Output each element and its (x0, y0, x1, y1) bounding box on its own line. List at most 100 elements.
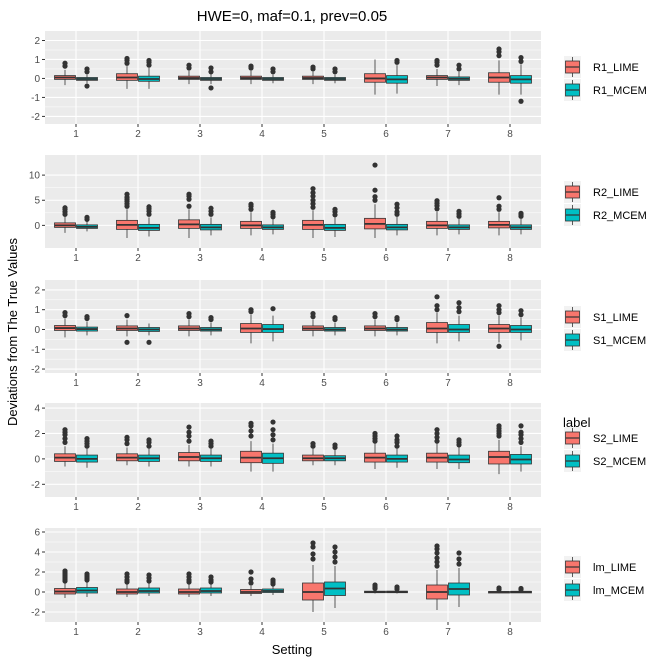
box-s1-lime-setting-7 (426, 294, 448, 344)
legend-label-r2-lime: R2_LIME (593, 187, 639, 199)
x-axis-title: Setting (272, 642, 312, 657)
y-tick-label: 4 (34, 404, 40, 415)
y-tick-label: 10 (29, 171, 41, 182)
outlier-point (518, 429, 524, 435)
y-tick-label: -1 (31, 345, 40, 356)
x-tick-label: 1 (73, 129, 79, 140)
legend-label-r2-mcem: R2_MCEM (593, 210, 647, 222)
outlier-point (62, 60, 68, 66)
box-s1-mcem-setting-2 (138, 323, 160, 345)
box-s2-mcem-setting-8 (510, 423, 532, 472)
box-r1-mcem-setting-1 (76, 66, 98, 89)
box-s2-mcem-setting-1 (76, 435, 98, 468)
x-tick-label: 4 (259, 502, 265, 513)
box-s1-lime-setting-8 (488, 303, 510, 349)
outlier-point (434, 555, 440, 561)
box-lm-lime-setting-5 (302, 540, 324, 612)
x-tick-label: 3 (197, 378, 203, 389)
y-tick-label: 1 (34, 55, 40, 66)
x-tick-label: 4 (259, 378, 265, 389)
outlier-point (394, 209, 400, 215)
outlier-point (434, 434, 440, 440)
y-tick-label: 2 (34, 568, 40, 579)
outlier-point (456, 62, 462, 68)
outlier-point (496, 423, 502, 429)
box-r2-mcem-setting-4 (262, 209, 284, 235)
box-r2-mcem-setting-1 (76, 214, 98, 232)
box-s1-lime-setting-1 (54, 310, 76, 338)
box-r2-lime-setting-3 (178, 191, 200, 238)
outlier-point (62, 568, 68, 574)
box-s2-mcem-setting-6 (386, 433, 408, 468)
outlier-point (310, 197, 316, 203)
box-s2-lime-setting-2 (116, 434, 138, 466)
outlier-point (84, 571, 90, 577)
outlier-point (124, 191, 130, 197)
legend-lm: lm_LIME lm_MCEM (564, 556, 644, 601)
outlier-point (518, 210, 524, 216)
x-tick-label: 5 (321, 129, 327, 140)
outlier-point (496, 343, 502, 349)
box-r1-mcem-setting-5 (324, 66, 346, 84)
y-axis-title: Deviations from The True Values (5, 237, 20, 426)
box-lm-lime-setting-6 (364, 582, 386, 594)
outlier-point (248, 63, 254, 69)
outlier-point (310, 190, 316, 196)
outlier-point (84, 435, 90, 442)
box-s2-lime-setting-4 (240, 420, 262, 472)
box-lm-lime-setting-1 (54, 568, 76, 598)
x-tick-label: 2 (135, 129, 141, 140)
legend-r2: R2_LIME R2_MCEM (564, 181, 647, 226)
outlier-point (310, 441, 316, 447)
outlier-point (208, 69, 214, 75)
panel-s2: -2 0 2 4 1 2 3 4 5 6 7 8 (31, 403, 541, 513)
box-iqr (448, 324, 470, 333)
box-r2-lime-setting-2 (116, 191, 138, 238)
box-lm-mcem-setting-8 (510, 585, 532, 594)
box-s1-mcem-setting-5 (324, 314, 346, 336)
y-tick-label: -2 (31, 608, 40, 619)
box-s1-mcem-setting-8 (510, 308, 532, 341)
y-tick-label: -2 (31, 480, 40, 491)
outlier-point (394, 57, 400, 64)
outlier-point (372, 311, 378, 317)
outlier-point (186, 429, 192, 435)
outlier-point (434, 550, 440, 556)
outlier-point (270, 577, 276, 583)
box-s1-lime-setting-6 (364, 311, 386, 337)
legends: R1_LIME R1_MCEM R2_LIME R2_MCEM S1_LIME S1_MC… (563, 56, 647, 601)
panel-s1: -2 -1 0 1 2 1 2 3 4 5 6 7 8 (31, 280, 541, 389)
box-r1-mcem-setting-4 (262, 66, 284, 84)
outlier-point (332, 206, 338, 212)
box-lm-lime-setting-8 (488, 585, 510, 594)
outlier-point (62, 205, 68, 211)
x-tick-label: 8 (507, 627, 513, 638)
outlier-point (332, 549, 338, 555)
box-s2-mcem-setting-2 (138, 437, 160, 467)
outlier-point (434, 438, 440, 444)
y-tick-label: 6 (34, 528, 40, 539)
outlier-point (62, 310, 68, 316)
x-tick-label: 6 (383, 253, 389, 264)
box-s2-lime-setting-3 (178, 424, 200, 467)
box-r1-mcem-setting-2 (138, 57, 160, 89)
x-tick-label: 8 (507, 502, 513, 513)
outlier-point (394, 433, 400, 439)
panel-r2: 0 5 10 1 2 3 4 5 6 7 8 (29, 155, 541, 264)
outlier-point (124, 441, 130, 447)
box-r1-lime-setting-6 (364, 59, 386, 95)
outlier-point (456, 208, 462, 214)
box-r1-lime-setting-3 (178, 62, 200, 85)
outlier-point (84, 314, 90, 320)
outlier-point (146, 443, 152, 449)
x-tick-label: 7 (445, 253, 451, 264)
y-tick-label: 0 (34, 454, 40, 465)
panel-lm: -2 0 2 4 6 1 2 3 4 5 6 7 8 (31, 528, 541, 638)
x-tick-label: 1 (73, 627, 79, 638)
outlier-point (248, 576, 254, 582)
outlier-point (394, 443, 400, 449)
box-lm-lime-setting-3 (178, 571, 200, 597)
x-tick-label: 7 (445, 502, 451, 513)
box-r1-lime-setting-8 (488, 46, 510, 95)
outlier-point (248, 428, 254, 434)
